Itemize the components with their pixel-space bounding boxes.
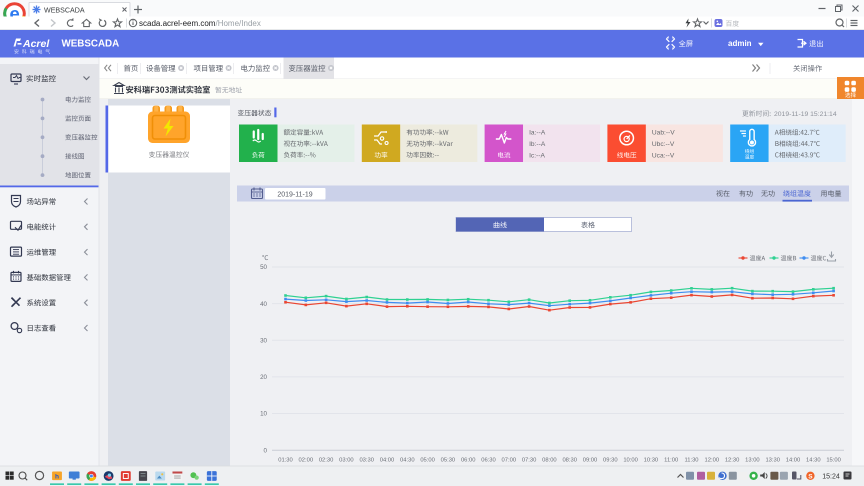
svg-text:05:00: 05:00 <box>420 458 435 464</box>
svg-text:Ia:--A: Ia:--A <box>529 130 546 137</box>
svg-text:WEBSCADA: WEBSCADA <box>62 39 120 50</box>
svg-text:04:30: 04:30 <box>400 458 415 464</box>
svg-text:40: 40 <box>260 301 267 308</box>
svg-text:2019-11-19 15:21:14: 2019-11-19 15:21:14 <box>774 111 837 118</box>
svg-text:14:00: 14:00 <box>786 458 801 464</box>
svg-text:Acrel: Acrel <box>22 38 50 50</box>
svg-text:03:00: 03:00 <box>339 458 354 464</box>
svg-text:03:30: 03:30 <box>359 458 374 464</box>
svg-text:07:30: 07:30 <box>522 458 537 464</box>
svg-text:2019-11-19: 2019-11-19 <box>277 191 312 198</box>
svg-text:12:30: 12:30 <box>725 458 740 464</box>
svg-text:04:00: 04:00 <box>380 458 395 464</box>
svg-text:10: 10 <box>260 411 267 418</box>
svg-text:05:30: 05:30 <box>441 458 456 464</box>
svg-text:09:30: 09:30 <box>603 458 618 464</box>
svg-text:15:24: 15:24 <box>822 474 840 481</box>
svg-text:0: 0 <box>264 447 268 454</box>
svg-text:08:00: 08:00 <box>542 458 557 464</box>
svg-text:13:00: 13:00 <box>745 458 760 464</box>
svg-text:08:30: 08:30 <box>562 458 577 464</box>
svg-text:02:00: 02:00 <box>299 458 314 464</box>
svg-text:20: 20 <box>260 374 267 381</box>
svg-text:e: e <box>9 3 19 24</box>
svg-text:h: h <box>55 473 59 480</box>
svg-text:14:30: 14:30 <box>806 458 821 464</box>
svg-text:10:30: 10:30 <box>644 458 659 464</box>
svg-text:09:00: 09:00 <box>583 458 598 464</box>
svg-text:13:30: 13:30 <box>765 458 780 464</box>
svg-text:02:30: 02:30 <box>319 458 334 464</box>
svg-text:06:30: 06:30 <box>481 458 496 464</box>
svg-text:12:00: 12:00 <box>705 458 720 464</box>
svg-text:01:30: 01:30 <box>278 458 293 464</box>
svg-text:scada.acrel-eem.com/Home/Index: scada.acrel-eem.com/Home/Index <box>139 19 261 28</box>
svg-text:Ubc:--V: Ubc:--V <box>652 141 675 148</box>
svg-text:Ib:--A: Ib:--A <box>529 141 546 148</box>
svg-text:WEBSCADA: WEBSCADA <box>44 6 85 14</box>
svg-text:Uab:--V: Uab:--V <box>652 130 675 137</box>
svg-text:10:00: 10:00 <box>623 458 638 464</box>
svg-text:30: 30 <box>260 337 267 344</box>
svg-text:15:00: 15:00 <box>826 458 841 464</box>
svg-text:Ic:--A: Ic:--A <box>529 152 545 159</box>
svg-text:Uca:--V: Uca:--V <box>652 152 675 159</box>
svg-text:S: S <box>808 474 813 481</box>
svg-text:06:00: 06:00 <box>461 458 476 464</box>
svg-text:50: 50 <box>260 264 267 271</box>
svg-text:11:30: 11:30 <box>684 458 698 464</box>
svg-text:admin: admin <box>728 39 752 48</box>
svg-text:07:00: 07:00 <box>502 458 517 464</box>
svg-text:11:00: 11:00 <box>664 458 678 464</box>
